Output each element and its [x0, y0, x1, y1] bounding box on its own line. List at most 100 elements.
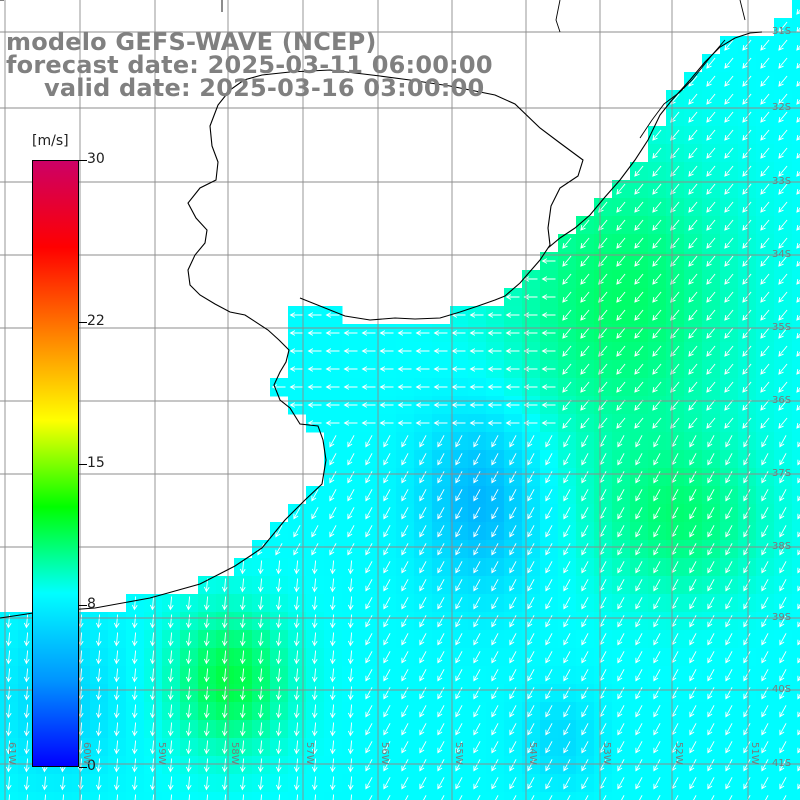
wind-arrow	[509, 489, 517, 502]
wind-arrow	[742, 363, 752, 375]
coastline-east	[547, 31, 763, 249]
colorbar-tick-mark	[79, 767, 87, 768]
wind-arrow	[742, 93, 752, 105]
wind-cell	[666, 792, 685, 800]
wind-arrow	[469, 420, 484, 426]
wind-arrow	[743, 777, 751, 790]
wind-arrow	[275, 776, 282, 791]
wind-arrow	[523, 312, 538, 318]
wind-arrow	[616, 417, 626, 429]
wind-arrow	[329, 578, 336, 593]
wind-arrow	[531, 795, 535, 800]
wind-arrow	[365, 507, 373, 520]
wind-arrow	[437, 525, 445, 538]
wind-arrow	[563, 507, 571, 520]
wind-arrow	[545, 597, 553, 610]
wind-arrow	[365, 723, 373, 736]
wind-cell	[414, 792, 433, 800]
wind-arrow	[23, 614, 30, 629]
wind-arrow	[221, 776, 228, 791]
wind-arrow	[581, 723, 589, 736]
wind-arrow	[778, 291, 788, 303]
wind-arrow	[779, 579, 787, 592]
wind-arrow	[455, 453, 463, 466]
wind-arrow	[131, 614, 138, 629]
wind-arrow	[617, 723, 625, 736]
wind-arrow	[742, 219, 752, 231]
wind-arrow	[724, 327, 734, 339]
wind-arrow	[617, 669, 625, 682]
wind-arrow	[706, 363, 716, 375]
wind-arrow	[778, 165, 788, 177]
wind-arrow	[23, 740, 30, 755]
wind-cell	[792, 558, 800, 577]
wind-arrow	[131, 686, 138, 701]
wind-arrow	[675, 795, 679, 800]
lat-label: 37S	[772, 468, 792, 479]
wind-arrow	[116, 794, 119, 800]
wind-arrow	[23, 668, 30, 683]
wind-arrow	[80, 794, 83, 800]
wind-arrow	[41, 776, 48, 791]
wind-arrow	[688, 309, 698, 321]
wind-arrow	[203, 632, 210, 647]
wind-arrow	[131, 632, 138, 647]
wind-arrow	[185, 650, 192, 665]
wind-arrow	[689, 525, 697, 538]
wind-arrow	[581, 525, 589, 538]
wind-arrow	[527, 453, 535, 466]
wind-cell	[792, 234, 800, 253]
wind-arrow	[653, 525, 661, 538]
wind-arrow	[509, 741, 517, 754]
wind-arrow	[743, 525, 751, 538]
wind-arrow	[545, 435, 553, 448]
wind-arrow	[725, 777, 733, 790]
wind-arrow	[725, 597, 733, 610]
wind-arrow	[797, 495, 800, 502]
wind-arrow	[221, 704, 228, 719]
wind-arrow	[689, 723, 697, 736]
wind-arrow	[545, 741, 553, 754]
wind-cell	[774, 792, 793, 800]
wind-arrow	[415, 330, 430, 336]
wind-arrow	[688, 201, 698, 213]
wind-arrow	[437, 561, 445, 574]
wind-arrow	[797, 585, 800, 592]
wind-arrow	[743, 507, 751, 520]
wind-cell	[792, 432, 800, 451]
wind-arrow	[724, 201, 734, 213]
wind-arrow	[473, 507, 481, 520]
wind-arrow	[131, 668, 138, 683]
wind-arrow	[329, 740, 336, 755]
wind-arrow	[742, 417, 752, 429]
wind-arrow	[505, 420, 520, 426]
wind-arrow	[778, 237, 788, 249]
wind-arrow	[491, 723, 499, 736]
wind-arrow	[653, 669, 661, 682]
wind-arrow	[635, 507, 643, 520]
wind-arrow	[581, 651, 589, 664]
wind-arrow	[365, 597, 373, 610]
wind-arrow	[365, 561, 373, 574]
wind-arrow	[707, 435, 715, 448]
wind-arrow	[419, 561, 427, 574]
wind-arrow	[5, 650, 12, 665]
wind-arrow	[688, 363, 698, 375]
wind-arrow	[778, 201, 788, 213]
wind-arrow	[779, 507, 787, 520]
wind-arrow	[523, 402, 538, 408]
wind-arrow	[469, 348, 484, 354]
wind-arrow	[563, 579, 571, 592]
wind-arrow	[401, 579, 409, 592]
wind-arrow	[523, 420, 538, 426]
wind-arrow	[761, 741, 769, 754]
wind-arrow	[563, 723, 571, 736]
wind-arrow	[437, 471, 445, 484]
wind-arrow	[635, 435, 643, 448]
wind-arrow	[581, 633, 589, 646]
wind-arrow	[761, 777, 769, 790]
wind-arrow	[634, 309, 644, 321]
wind-arrow	[257, 560, 264, 575]
wind-arrow	[706, 147, 716, 159]
wind-arrow	[505, 312, 520, 318]
